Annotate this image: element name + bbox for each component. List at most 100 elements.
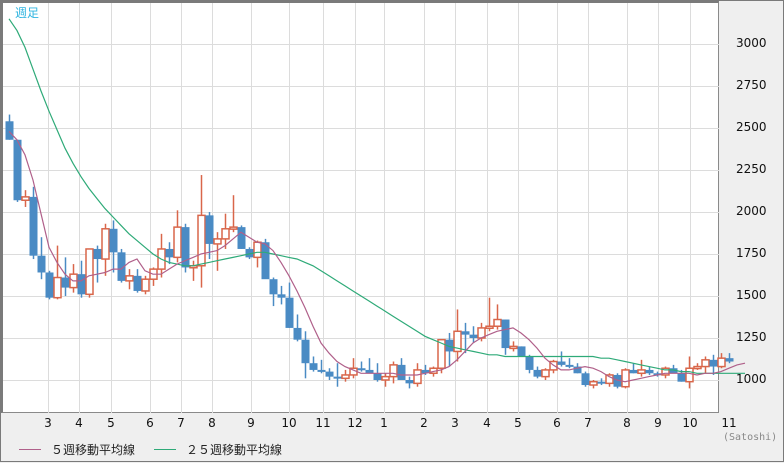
legend-ma25: ２５週移動平均線 (154, 441, 282, 458)
candle (245, 247, 254, 260)
candle (5, 114, 14, 140)
candle (213, 232, 222, 271)
x-tick-label: 11 (721, 416, 737, 430)
x-tick-label: 10 (682, 416, 698, 430)
candle (445, 332, 454, 367)
candle (693, 363, 702, 370)
x-tick-label: 8 (623, 416, 631, 430)
x-tick-label: 3 (451, 416, 459, 430)
unit-label: (Satoshi) (723, 432, 778, 443)
x-tick-label: 2 (420, 416, 428, 430)
candle (101, 223, 110, 276)
candle (21, 190, 30, 207)
candle (285, 282, 294, 328)
candle (13, 139, 22, 202)
candle (173, 210, 182, 263)
candle (181, 223, 190, 273)
candle (277, 285, 286, 305)
candle (29, 186, 38, 260)
x-tick-label: 12 (347, 416, 363, 430)
y-tick-label: 2250 (736, 162, 767, 176)
candle (293, 314, 302, 342)
candle (485, 297, 494, 332)
candle (565, 358, 574, 369)
candle (45, 270, 54, 300)
candle (93, 245, 102, 283)
x-tick-label: 6 (146, 416, 154, 430)
candle (373, 363, 382, 382)
candle (469, 326, 478, 344)
plot-area (1, 1, 719, 413)
candles (5, 114, 734, 389)
ma25-swatch-icon (154, 449, 176, 450)
candle (109, 220, 118, 273)
candle (397, 358, 406, 380)
x-tick-label: 9 (247, 416, 255, 430)
candle (365, 358, 374, 374)
x-tick-label: 4 (75, 416, 83, 430)
candle (301, 331, 310, 379)
ma5-swatch-icon (19, 449, 41, 450)
candle (541, 368, 550, 380)
candle (309, 356, 318, 372)
x-tick-label: 7 (584, 416, 592, 430)
candle (189, 260, 198, 281)
candle (77, 260, 86, 298)
candle (589, 380, 598, 389)
candle (85, 248, 94, 298)
candle (557, 351, 566, 367)
candle (517, 346, 526, 357)
candle (653, 371, 662, 377)
candle (157, 233, 166, 278)
candle (701, 356, 710, 374)
x-tick-label: 6 (553, 416, 561, 430)
candle (333, 363, 342, 387)
y-tick-label: 1500 (736, 288, 767, 302)
candle (461, 322, 470, 354)
candle (141, 275, 150, 295)
candle (125, 269, 134, 290)
candle (149, 267, 158, 286)
y-tick-label: 1250 (736, 330, 767, 344)
candle (357, 361, 366, 372)
candle (37, 237, 46, 280)
candle (645, 366, 654, 375)
candle (685, 356, 694, 389)
candle (525, 354, 534, 374)
candle (437, 338, 446, 374)
candle (253, 240, 262, 268)
legend-ma5: ５週移動平均線 (19, 441, 135, 458)
y-tick-label: 2500 (736, 120, 767, 134)
x-tick-label: 4 (483, 416, 491, 430)
candle (341, 369, 350, 382)
candle (229, 195, 238, 233)
candle (605, 373, 614, 387)
candle (629, 363, 638, 374)
candle (613, 373, 622, 389)
candle (165, 242, 174, 265)
candle (717, 353, 726, 369)
y-tick-label: 1750 (736, 246, 767, 260)
x-tick-label: 10 (281, 416, 297, 430)
candle (197, 175, 206, 288)
candle (661, 366, 670, 379)
candle (493, 304, 502, 330)
legend-label: ５週移動平均線 (51, 443, 136, 457)
ma5-line (8, 130, 746, 383)
candle (317, 359, 326, 374)
x-tick-label: 5 (107, 416, 115, 430)
candle (237, 225, 246, 249)
x-tick-label: 11 (315, 416, 331, 430)
candle (69, 264, 78, 293)
candle (269, 277, 278, 307)
y-tick-label: 2000 (736, 204, 767, 218)
candle (669, 364, 678, 374)
candle (389, 361, 398, 384)
candle (509, 341, 518, 352)
x-tick-label: 7 (177, 416, 185, 430)
candle (453, 309, 462, 362)
y-tick-label: 1000 (736, 372, 767, 386)
candle (53, 245, 62, 300)
candle (709, 354, 718, 375)
candle (325, 368, 334, 380)
